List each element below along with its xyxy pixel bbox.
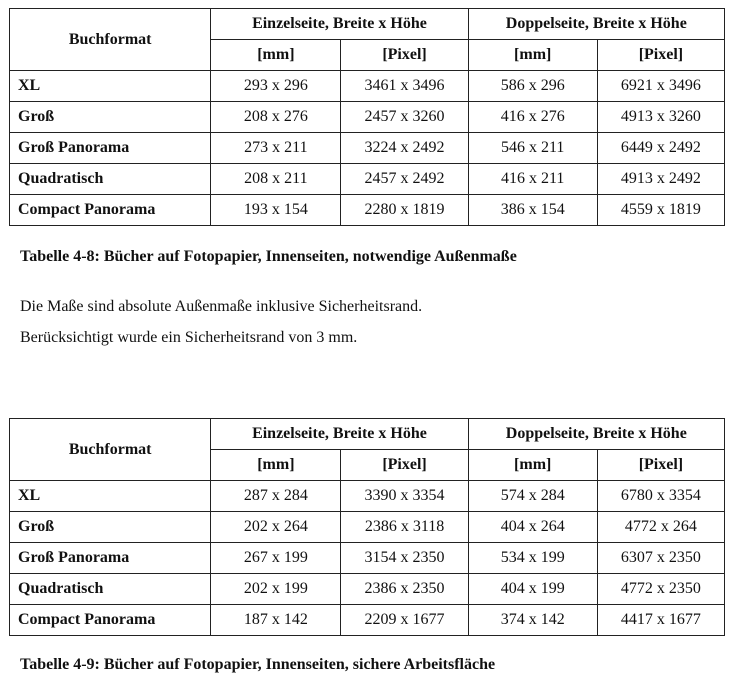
dimension-cell: 2209 x 1677 (340, 604, 469, 636)
header-pixel: [Pixel] (596, 39, 726, 71)
dimension-cell: 6921 x 3496 (596, 70, 726, 102)
header-mm: [mm] (210, 39, 342, 71)
dimension-cell: 208 x 276 (210, 101, 342, 133)
dimension-cell: 2280 x 1819 (340, 194, 469, 226)
dimension-cell: 2457 x 2492 (340, 163, 469, 195)
header-double: Doppelseite, Breite x Höhe (467, 418, 726, 450)
dimension-cell: 4417 x 1677 (596, 604, 726, 636)
header-single: Einzelseite, Breite x Höhe (210, 418, 469, 450)
header-mm: [mm] (467, 449, 598, 481)
dimension-cell: 574 x 284 (467, 480, 598, 512)
dimension-cell: 273 x 211 (210, 132, 342, 164)
dimension-cell: 287 x 284 (210, 480, 342, 512)
table-row: XL 293 x 296 3461 x 3496 586 x 296 6921 x 34… (8, 70, 726, 102)
header-pixel: [Pixel] (340, 39, 469, 71)
dimension-cell: 546 x 211 (467, 132, 598, 164)
caption-table-4-8: Tabelle 4-8: Bücher auf Fotopapier, Inne… (20, 248, 517, 265)
dimension-cell: 4772 x 264 (596, 511, 726, 543)
header-single: Einzelseite, Breite x Höhe (210, 8, 469, 40)
format-name-cell: XL (8, 480, 212, 512)
dimension-cell: 293 x 296 (210, 70, 342, 102)
format-name-cell: Groß Panorama (8, 132, 212, 164)
table-row: Groß Panorama 273 x 211 3224 x 2492 546 x 2… (8, 132, 726, 164)
dimension-cell: 202 x 199 (210, 573, 342, 605)
dimension-cell: 3390 x 3354 (340, 480, 469, 512)
dimension-cell: 2386 x 2350 (340, 573, 469, 605)
table-4-8: Buchformat Einzelseite, Breite x Höhe Do… (8, 8, 726, 226)
table-row: Compact Panorama 187 x 142 2209 x 1677 374 … (8, 604, 726, 636)
dimension-cell: 416 x 276 (467, 101, 598, 133)
note-paragraph: Berücksichtigt wurde ein Sicherheitsrand… (20, 329, 358, 346)
dimension-cell: 4559 x 1819 (596, 194, 726, 226)
note-paragraph: Die Maße sind absolute Außenmaße inklusi… (20, 298, 423, 315)
header-mm: [mm] (210, 449, 342, 481)
format-name-cell: Groß Panorama (8, 542, 212, 574)
dimension-cell: 4913 x 3260 (596, 101, 726, 133)
dimension-cell: 6780 x 3354 (596, 480, 726, 512)
dimension-cell: 2386 x 3118 (340, 511, 469, 543)
dimension-cell: 586 x 296 (467, 70, 598, 102)
header-double: Doppelseite, Breite x Höhe (467, 8, 726, 40)
table-row: Groß 208 x 276 2457 x 3260 416 x 276 4913 x … (8, 101, 726, 133)
header-format: Buchformat (8, 418, 212, 481)
dimension-cell: 534 x 199 (467, 542, 598, 574)
dimension-cell: 187 x 142 (210, 604, 342, 636)
dimension-cell: 3154 x 2350 (340, 542, 469, 574)
table-4-9: Buchformat Einzelseite, Breite x Höhe Do… (8, 418, 726, 636)
dimension-cell: 208 x 211 (210, 163, 342, 195)
format-name-cell: Compact Panorama (8, 604, 212, 636)
dimension-cell: 404 x 264 (467, 511, 598, 543)
dimension-cell: 3461 x 3496 (340, 70, 469, 102)
header-mm: [mm] (467, 39, 598, 71)
caption-table-4-9: Tabelle 4-9: Bücher auf Fotopapier, Inne… (20, 656, 496, 673)
format-name-cell: XL (8, 70, 212, 102)
header-pixel: [Pixel] (596, 449, 726, 481)
format-name-cell: Groß (8, 511, 212, 543)
dimension-cell: 374 x 142 (467, 604, 598, 636)
dimension-cell: 193 x 154 (210, 194, 342, 226)
table-row: XL 287 x 284 3390 x 3354 574 x 284 6780 x 33… (8, 480, 726, 512)
dimension-cell: 404 x 199 (467, 573, 598, 605)
format-name-cell: Quadratisch (8, 163, 212, 195)
dimension-cell: 4772 x 2350 (596, 573, 726, 605)
header-pixel: [Pixel] (340, 449, 469, 481)
dimension-cell: 6307 x 2350 (596, 542, 726, 574)
format-name-cell: Groß (8, 101, 212, 133)
format-name-cell: Quadratisch (8, 573, 212, 605)
header-format: Buchformat (8, 8, 212, 71)
dimension-cell: 3224 x 2492 (340, 132, 469, 164)
table-row: Groß 202 x 264 2386 x 3118 404 x 264 4772 x … (8, 511, 726, 543)
dimension-cell: 267 x 199 (210, 542, 342, 574)
dimension-cell: 202 x 264 (210, 511, 342, 543)
format-name-cell: Compact Panorama (8, 194, 212, 226)
dimension-cell: 416 x 211 (467, 163, 598, 195)
dimension-cell: 4913 x 2492 (596, 163, 726, 195)
table-row: Compact Panorama 193 x 154 2280 x 1819 386 … (8, 194, 726, 226)
dimension-cell: 2457 x 3260 (340, 101, 469, 133)
dimension-cell: 386 x 154 (467, 194, 598, 226)
dimension-cell: 6449 x 2492 (596, 132, 726, 164)
table-row: Quadratisch 202 x 199 2386 x 2350 404 x 199… (8, 573, 726, 605)
table-row: Quadratisch 208 x 211 2457 x 2492 416 x 211… (8, 163, 726, 195)
table-row: Groß Panorama 267 x 199 3154 x 2350 534 x 1… (8, 542, 726, 574)
